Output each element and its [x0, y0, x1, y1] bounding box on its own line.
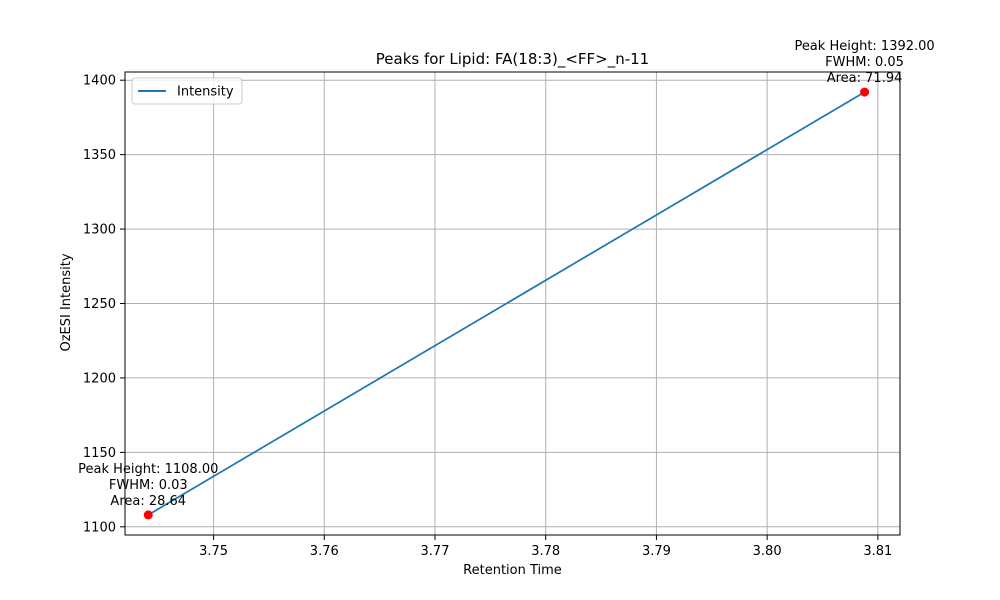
- y-tick-label: 1250: [83, 297, 116, 312]
- y-tick-label: 1400: [83, 74, 116, 89]
- y-axis-label: OzESI Intensity: [59, 253, 74, 351]
- x-tick-label: 3.79: [642, 544, 671, 559]
- y-tick-label: 1150: [83, 446, 116, 461]
- series-lines: [147, 91, 866, 516]
- peak-annotation-line: FWHM: 0.05: [825, 55, 904, 70]
- peak-annotation-line: Area: 71.94: [827, 71, 903, 86]
- peak-annotation-line: Area: 28.64: [110, 494, 186, 509]
- x-tick-label: 3.75: [199, 544, 228, 559]
- peak-annotation-line: Peak Height: 1108.00: [78, 462, 218, 477]
- y-axis-ticks: 1100 1150 1200 1250 1300 1350 1400: [83, 74, 125, 535]
- chart-title: Peaks for Lipid: FA(18:3)_<FF>_n-11: [376, 50, 649, 69]
- x-tick-label: 3.81: [863, 544, 892, 559]
- peak-annotation-line: FWHM: 0.03: [109, 478, 188, 493]
- peak-markers: [143, 87, 870, 520]
- x-axis-label: Retention Time: [463, 563, 562, 578]
- y-tick-label: 1350: [83, 148, 116, 163]
- x-tick-label: 3.76: [310, 544, 339, 559]
- legend-box: [131, 77, 243, 105]
- peak-annotation-line: Peak Height: 1392.00: [794, 39, 934, 54]
- x-axis-ticks: 3.75 3.76 3.77 3.78 3.79 3.80 3.81: [199, 535, 892, 559]
- x-tick-label: 3.78: [531, 544, 560, 559]
- peak-marker: [860, 87, 870, 97]
- legend: Intensity: [131, 77, 243, 105]
- x-tick-label: 3.77: [421, 544, 450, 559]
- y-tick-label: 1200: [83, 371, 116, 386]
- peak-marker: [143, 510, 153, 520]
- y-tick-label: 1300: [83, 223, 116, 238]
- legend-label-intensity: Intensity: [177, 85, 234, 100]
- y-tick-label: 1100: [83, 520, 116, 535]
- x-tick-label: 3.80: [753, 544, 782, 559]
- series-line-intensity: [147, 91, 866, 516]
